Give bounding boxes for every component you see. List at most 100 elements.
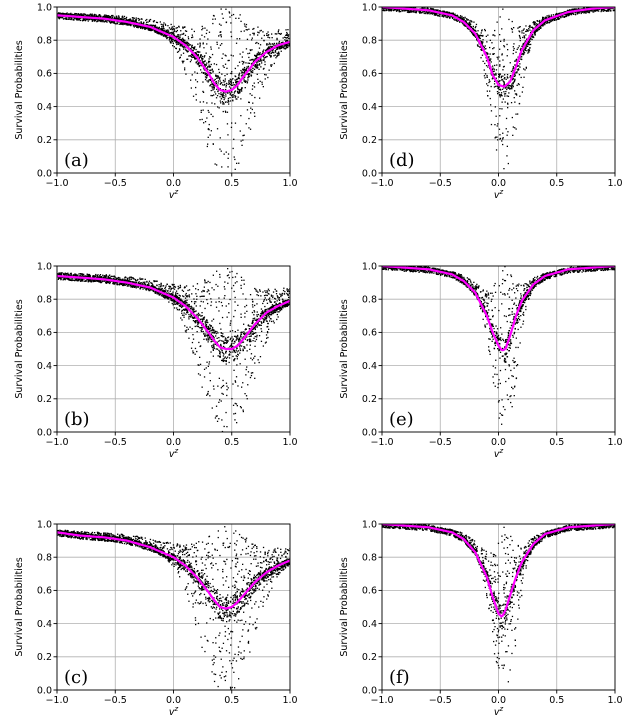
- scatter-point: [163, 34, 165, 36]
- scatter-point: [232, 55, 234, 57]
- scatter-point: [242, 134, 244, 137]
- scatter-point: [519, 63, 521, 65]
- scatter-point: [242, 139, 244, 141]
- scatter-point: [250, 75, 252, 77]
- scatter-point: [258, 53, 261, 55]
- scatter-point: [252, 28, 254, 30]
- scatter-point: [89, 18, 91, 20]
- scatter-point: [198, 65, 200, 68]
- scatter-point: [518, 34, 521, 37]
- scatter-point: [412, 11, 414, 13]
- scatter-point: [160, 32, 162, 34]
- scatter-point: [243, 23, 246, 25]
- scatter-point: [286, 34, 288, 36]
- scatter-point: [222, 65, 224, 67]
- scatter-point: [121, 18, 123, 20]
- scatter-point: [502, 138, 504, 140]
- scatter-point: [224, 83, 226, 86]
- scatter-point: [193, 48, 195, 50]
- scatter-point: [234, 158, 236, 161]
- scatter-point: [132, 17, 134, 19]
- scatter-point: [187, 36, 189, 38]
- scatter-point: [472, 29, 475, 31]
- scatter-point: [169, 28, 172, 30]
- scatter-point: [511, 69, 514, 71]
- scatter-point: [250, 70, 252, 72]
- scatter-point: [410, 11, 413, 13]
- scatter-point: [250, 74, 252, 76]
- scatter-point: [192, 95, 195, 97]
- scatter-point: [137, 25, 139, 27]
- scatter-point: [466, 18, 468, 20]
- scatter-point: [201, 71, 203, 73]
- scatter-point: [499, 134, 501, 136]
- scatter-point: [503, 78, 505, 80]
- scatter-point: [247, 79, 249, 81]
- scatter-point: [229, 94, 231, 96]
- scatter-point: [223, 153, 225, 155]
- scatter-point: [448, 17, 451, 19]
- scatter-point: [227, 97, 230, 100]
- scatter-point: [244, 25, 246, 27]
- scatter-point: [240, 98, 242, 100]
- scatter-point: [506, 134, 508, 136]
- scatter-point: [234, 168, 236, 170]
- scatter-point: [575, 8, 577, 10]
- scatter-point: [199, 42, 201, 44]
- scatter-point: [271, 33, 273, 35]
- scatter-point: [245, 70, 247, 72]
- scatter-point: [517, 64, 519, 67]
- scatter-point: [196, 72, 198, 74]
- scatter-point: [492, 67, 494, 69]
- scatter-point: [515, 72, 517, 74]
- scatter-point: [503, 83, 505, 86]
- scatter-point: [264, 63, 266, 66]
- scatter-point: [497, 123, 499, 125]
- scatter-point: [111, 20, 113, 22]
- scatter-point: [225, 55, 227, 57]
- scatter-point: [271, 43, 274, 45]
- scatter-point: [281, 46, 283, 49]
- scatter-point: [85, 18, 87, 20]
- scatter-point: [210, 56, 212, 59]
- scatter-point: [101, 16, 103, 18]
- scatter-point: [192, 49, 194, 52]
- scatter-point: [230, 84, 233, 86]
- scatter-point: [109, 16, 112, 19]
- scatter-point: [179, 49, 181, 51]
- scatter-point: [542, 19, 544, 21]
- scatter-point: [225, 84, 227, 86]
- scatter-point: [253, 82, 255, 84]
- scatter-point: [259, 30, 261, 32]
- scatter-point: [263, 34, 265, 37]
- scatter-point: [287, 29, 289, 31]
- scatter-point: [252, 85, 254, 87]
- scatter-point: [423, 11, 426, 13]
- scatter-point: [253, 32, 255, 34]
- scatter-point: [254, 65, 256, 68]
- scatter-point: [223, 98, 225, 101]
- scatter-point: [240, 115, 242, 117]
- scatter-point: [550, 20, 553, 22]
- scatter-point: [452, 17, 454, 19]
- scatter-point: [169, 36, 171, 38]
- scatter-point: [190, 79, 192, 81]
- scatter-point: [230, 126, 233, 128]
- scatter-point: [207, 109, 209, 112]
- scatter-point: [529, 47, 531, 49]
- scatter-point: [145, 19, 147, 22]
- scatter-point: [95, 19, 97, 21]
- scatter-point: [267, 47, 269, 49]
- scatter-point: [495, 74, 497, 76]
- scatter-point: [213, 85, 215, 87]
- scatter-point: [273, 62, 275, 65]
- scatter-point: [230, 35, 233, 38]
- scatter-point: [264, 61, 266, 63]
- scatter-point: [234, 96, 236, 98]
- scatter-point: [585, 10, 587, 12]
- scatter-point: [480, 41, 483, 43]
- scatter-point: [558, 16, 560, 18]
- scatter-point: [517, 27, 519, 29]
- scatter-point: [248, 52, 251, 54]
- scatter-point: [261, 81, 263, 83]
